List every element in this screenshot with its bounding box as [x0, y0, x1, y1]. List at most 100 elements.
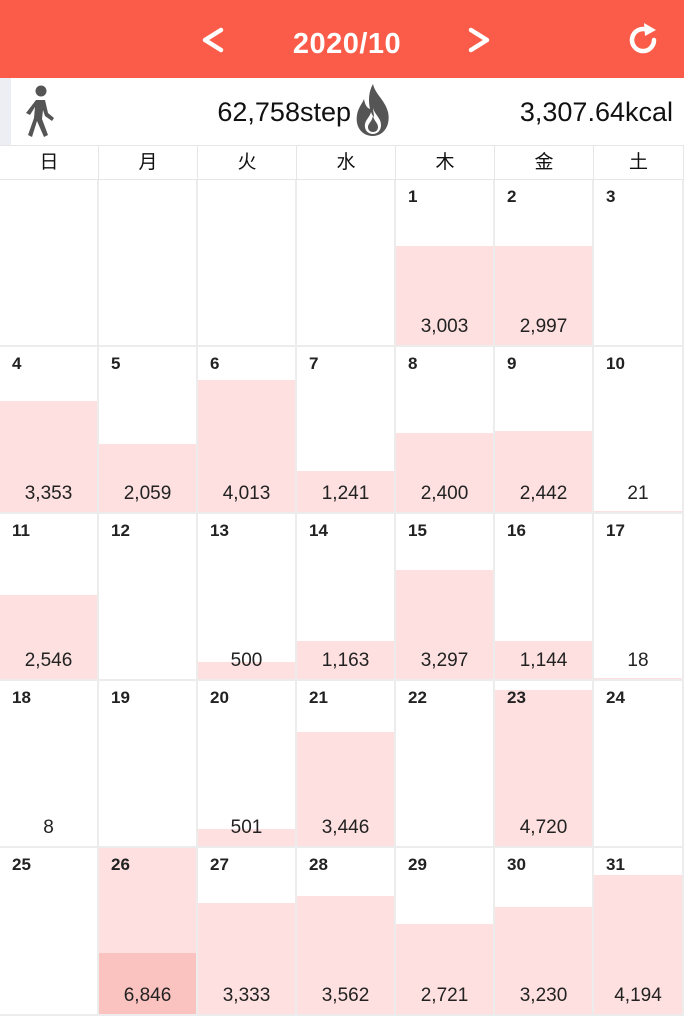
day-number: 1	[408, 187, 418, 206]
step-bar	[297, 896, 394, 1014]
day-number: 30	[507, 855, 526, 874]
day-number: 23	[507, 688, 526, 707]
day-number: 11	[12, 521, 30, 540]
weekday-label: 月	[99, 146, 198, 180]
weekday-label: 日	[0, 146, 99, 180]
weekday-label: 木	[396, 146, 495, 180]
day-number: 28	[309, 855, 328, 874]
step-bar	[198, 662, 295, 679]
step-count: 8	[43, 817, 54, 838]
calendar-day-23[interactable]: 23 4,720	[495, 681, 594, 848]
day-number: 3	[606, 187, 616, 206]
calendar-empty-cell	[198, 180, 297, 347]
day-number: 22	[408, 688, 427, 707]
step-count: 2,997	[519, 316, 568, 337]
calendar-day-2[interactable]: 2 2,997	[495, 180, 594, 347]
walking-person-icon	[26, 85, 54, 137]
calendar-day-16[interactable]: 16 1,144	[495, 514, 594, 681]
weekday-header: 日月火水木金土	[0, 145, 684, 180]
calendar-day-19[interactable]: 19	[99, 681, 198, 848]
calendar-day-10[interactable]: 10 21	[594, 347, 684, 514]
step-count: 2,059	[123, 483, 172, 504]
step-count: 4,194	[614, 985, 662, 1006]
step-bar	[396, 924, 493, 1014]
total-steps: 62,758step	[217, 97, 351, 127]
calendar-day-1[interactable]: 1 3,003	[396, 180, 495, 347]
day-number: 24	[606, 688, 625, 707]
calendar-day-28[interactable]: 28 3,562	[297, 848, 396, 1016]
step-bar	[198, 829, 295, 846]
day-number: 6	[210, 354, 220, 373]
step-bar	[0, 401, 97, 512]
step-bar	[297, 471, 394, 512]
calendar-day-9[interactable]: 9 2,442	[495, 347, 594, 514]
step-bar	[594, 678, 682, 679]
calendar-day-15[interactable]: 15 3,297	[396, 514, 495, 681]
refresh-button[interactable]	[622, 18, 666, 62]
calendar-empty-cell	[99, 180, 198, 347]
day-number: 2	[507, 187, 517, 206]
calendar-day-11[interactable]: 11 2,546	[0, 514, 99, 681]
calendar-day-3[interactable]: 3	[594, 180, 684, 347]
day-number: 19	[111, 688, 130, 707]
weekday-label: 金	[495, 146, 594, 180]
step-count: 4,013	[222, 483, 271, 504]
day-number: 5	[111, 354, 121, 373]
calendar-day-5[interactable]: 5 2,059	[99, 347, 198, 514]
step-bar	[297, 732, 394, 846]
day-number: 26	[111, 855, 130, 874]
calendar-day-8[interactable]: 8 2,400	[396, 347, 495, 514]
step-count: 3,333	[222, 985, 271, 1006]
step-bar	[495, 246, 592, 345]
step-count: 3,003	[420, 316, 469, 337]
day-number: 18	[12, 688, 31, 707]
step-count: 2,546	[24, 650, 73, 671]
calendar-day-4[interactable]: 4 3,353	[0, 347, 99, 514]
calendar-day-25[interactable]: 25	[0, 848, 99, 1016]
day-number: 10	[606, 354, 625, 373]
calendar-day-18[interactable]: 18 8	[0, 681, 99, 848]
calendar-day-31[interactable]: 31 4,194	[594, 848, 684, 1016]
calendar-day-13[interactable]: 13 500	[198, 514, 297, 681]
calendar-day-12[interactable]: 12	[99, 514, 198, 681]
step-count: 21	[627, 483, 649, 504]
step-bar	[99, 444, 196, 512]
day-number: 8	[408, 354, 418, 373]
day-number: 17	[606, 521, 625, 540]
weekday-label: 水	[297, 146, 396, 180]
day-number: 14	[309, 521, 328, 540]
flame-icon	[356, 84, 389, 136]
calendar-day-14[interactable]: 14 1,163	[297, 514, 396, 681]
day-number: 7	[309, 354, 319, 373]
calendar-day-24[interactable]: 24	[594, 681, 684, 848]
calendar-day-26[interactable]: 26 6,846	[99, 848, 198, 1016]
previous-month-button[interactable]	[192, 18, 232, 62]
weekday-label: 火	[198, 146, 297, 180]
calendar-day-6[interactable]: 6 4,013	[198, 347, 297, 514]
step-count: 1,144	[519, 650, 568, 671]
step-count: 501	[230, 817, 263, 838]
step-bar	[396, 570, 493, 679]
step-count: 2,400	[420, 483, 469, 504]
day-number: 27	[210, 855, 229, 874]
next-month-button[interactable]	[460, 18, 500, 62]
calendar-day-29[interactable]: 29 2,721	[396, 848, 495, 1016]
step-bar	[594, 875, 682, 1014]
step-bar	[198, 903, 295, 1014]
step-bar	[396, 433, 493, 512]
step-bar	[495, 431, 592, 512]
calendar-day-7[interactable]: 7 1,241	[297, 347, 396, 514]
calendar-day-21[interactable]: 21 3,446	[297, 681, 396, 848]
calendar-day-30[interactable]: 30 3,230	[495, 848, 594, 1016]
step-count: 3,446	[321, 817, 370, 838]
calendar-day-20[interactable]: 20 501	[198, 681, 297, 848]
day-number: 4	[12, 354, 22, 373]
day-number: 31	[606, 855, 625, 874]
calendar-day-17[interactable]: 17 18	[594, 514, 684, 681]
chevron-right-icon	[468, 27, 490, 53]
calendar-day-22[interactable]: 22	[396, 681, 495, 848]
weekday-label: 土	[594, 146, 684, 180]
step-count: 3,297	[420, 650, 469, 671]
app-header: 2020/10	[0, 0, 684, 78]
calendar-day-27[interactable]: 27 3,333	[198, 848, 297, 1016]
